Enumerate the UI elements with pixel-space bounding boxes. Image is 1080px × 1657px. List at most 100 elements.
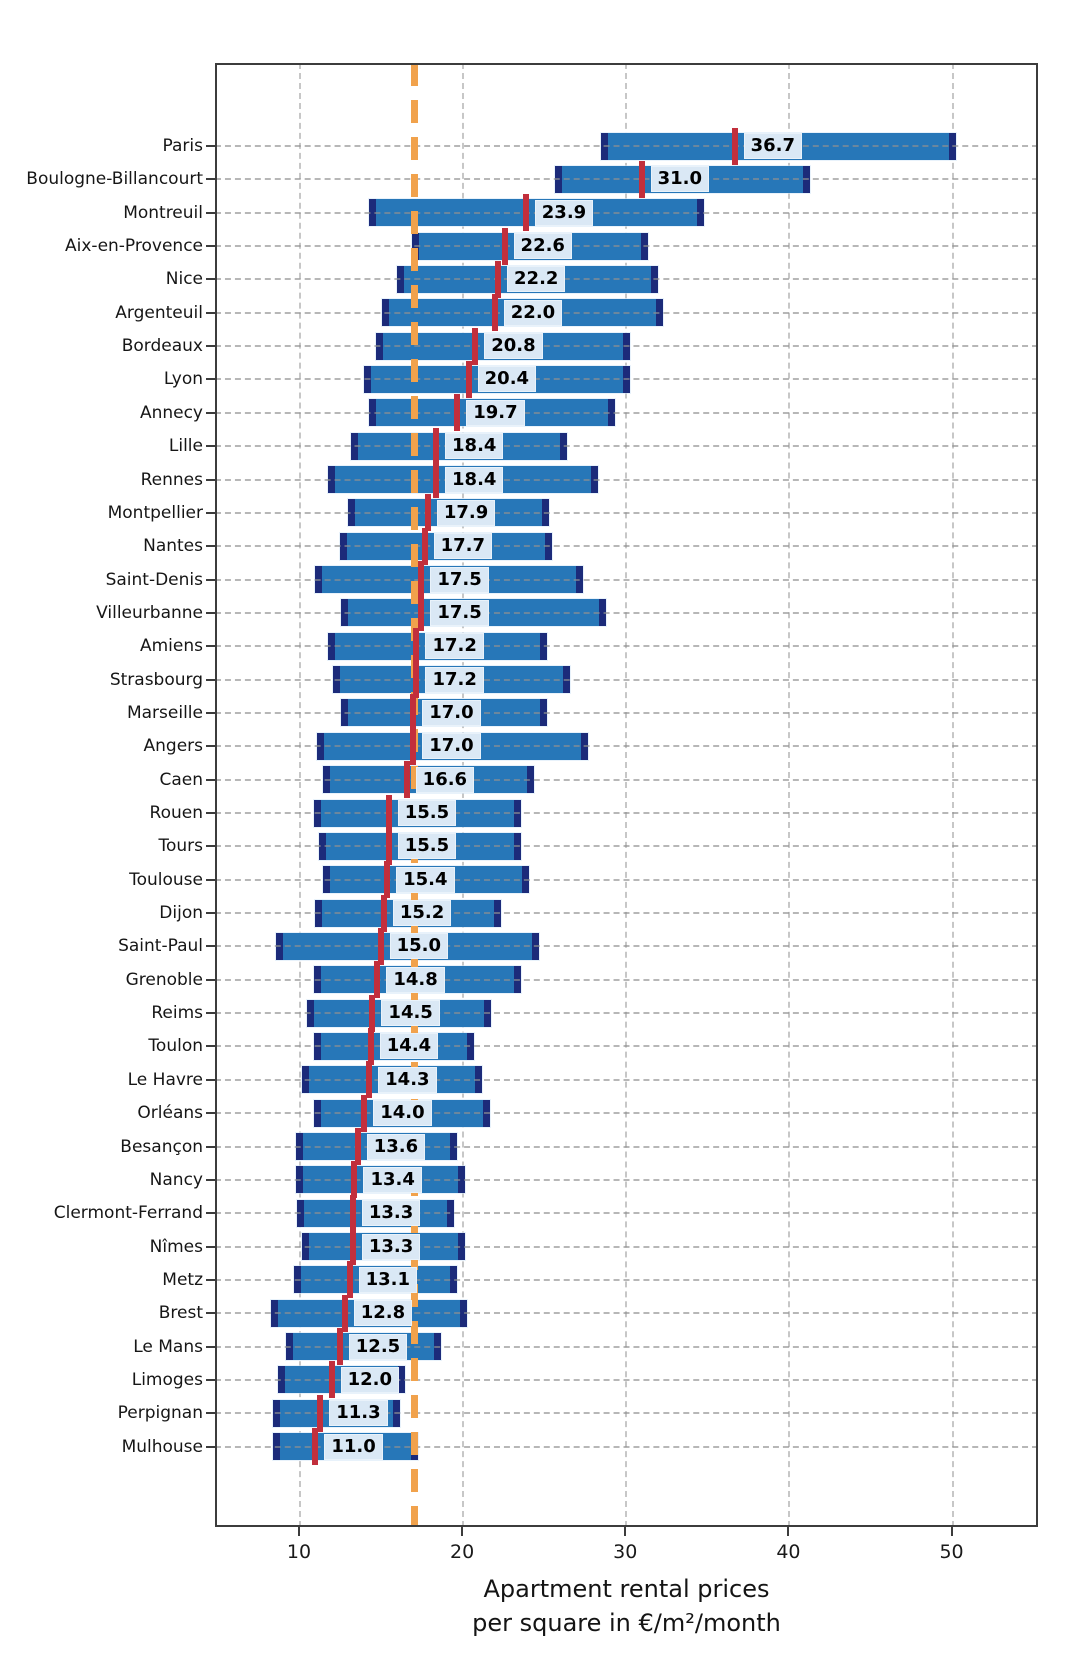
x-axis-tick bbox=[787, 1527, 790, 1536]
y-axis-label: Toulouse bbox=[129, 869, 203, 890]
median-value-label: 14.4 bbox=[379, 1033, 439, 1060]
y-axis-tick bbox=[206, 511, 215, 514]
y-axis-label: Strasbourg bbox=[109, 669, 203, 690]
y-axis-label: Aix-en-Provence bbox=[65, 236, 203, 257]
y-axis-label: Nice bbox=[165, 269, 203, 290]
y-axis-label: Caen bbox=[159, 769, 203, 790]
median-tick bbox=[410, 727, 417, 765]
y-axis-tick bbox=[206, 278, 215, 281]
y-axis-tick bbox=[206, 878, 215, 881]
y-axis-label: Angers bbox=[143, 736, 204, 757]
median-tick bbox=[385, 794, 392, 832]
median-tick bbox=[418, 561, 425, 599]
x-axis-tick-label: 50 bbox=[939, 1541, 964, 1563]
row-gridline bbox=[215, 978, 1038, 981]
median-value-label: 17.5 bbox=[430, 599, 489, 626]
median-value-label: 12.8 bbox=[353, 1300, 413, 1327]
y-axis-tick bbox=[206, 611, 215, 614]
row-gridline bbox=[215, 645, 1038, 648]
x-axis-tick bbox=[298, 1527, 300, 1536]
y-axis-tick bbox=[206, 711, 215, 714]
y-axis-tick bbox=[206, 645, 215, 648]
median-tick bbox=[465, 360, 472, 398]
y-axis-label: Grenoble bbox=[125, 969, 203, 990]
y-axis-tick bbox=[206, 678, 215, 681]
y-axis-label: Tours bbox=[158, 836, 203, 857]
median-tick bbox=[418, 594, 425, 632]
median-tick bbox=[349, 1228, 356, 1266]
median-tick bbox=[491, 294, 498, 332]
row-gridline bbox=[215, 1345, 1038, 1348]
median-tick bbox=[336, 1328, 343, 1366]
y-axis-tick bbox=[206, 1112, 215, 1115]
median-value-label: 16.6 bbox=[415, 766, 475, 793]
median-tick bbox=[413, 627, 420, 665]
y-axis-label: Saint-Paul bbox=[118, 936, 203, 957]
row-gridline bbox=[215, 812, 1038, 814]
y-axis-tick bbox=[206, 445, 215, 448]
y-axis-tick bbox=[206, 945, 215, 948]
row-gridline bbox=[215, 611, 1038, 614]
median-tick bbox=[454, 394, 461, 432]
row-gridline bbox=[215, 912, 1038, 915]
row-gridline bbox=[215, 711, 1038, 714]
y-axis-label: Mulhouse bbox=[121, 1436, 203, 1457]
median-tick bbox=[366, 1061, 373, 1099]
median-tick bbox=[328, 1361, 335, 1399]
row-gridline bbox=[215, 1212, 1038, 1215]
median-value-label: 17.2 bbox=[425, 633, 484, 660]
row-gridline bbox=[215, 1178, 1038, 1181]
median-value-label: 13.1 bbox=[358, 1266, 417, 1293]
row-gridline bbox=[215, 511, 1038, 514]
row-gridline bbox=[215, 845, 1038, 848]
y-axis-tick bbox=[206, 1145, 215, 1148]
row-gridline bbox=[215, 578, 1038, 581]
y-axis-label: Dijon bbox=[159, 903, 203, 924]
x-axis-tick-label: 10 bbox=[286, 1541, 312, 1563]
median-tick bbox=[638, 160, 645, 198]
x-axis-tick-label: 20 bbox=[450, 1541, 475, 1563]
median-tick bbox=[367, 1027, 374, 1065]
y-axis-label: Nantes bbox=[143, 536, 203, 557]
row-gridline bbox=[215, 1078, 1038, 1081]
y-axis-tick bbox=[206, 578, 215, 581]
median-value-label: 36.7 bbox=[743, 133, 802, 159]
median-tick bbox=[341, 1294, 348, 1332]
median-value-label: 15.2 bbox=[392, 900, 452, 927]
median-tick bbox=[501, 227, 508, 265]
median-tick bbox=[413, 661, 420, 699]
y-axis-label: Toulon bbox=[148, 1036, 203, 1057]
median-tick bbox=[351, 1161, 358, 1199]
y-axis-label: Rennes bbox=[140, 469, 203, 490]
median-value-label: 20.4 bbox=[477, 366, 537, 393]
median-tick bbox=[403, 761, 410, 799]
y-axis-label: Rouen bbox=[149, 803, 203, 823]
y-axis-tick bbox=[206, 1078, 215, 1081]
y-axis-label: Le Havre bbox=[127, 1069, 203, 1090]
y-axis-label: Limoges bbox=[131, 1369, 203, 1390]
y-axis-label: Montreuil bbox=[123, 202, 203, 223]
row-gridline bbox=[215, 411, 1038, 414]
y-axis-tick bbox=[206, 1212, 215, 1215]
median-value-label: 18.4 bbox=[445, 433, 504, 460]
median-value-label: 13.4 bbox=[363, 1166, 422, 1193]
row-gridline bbox=[215, 1278, 1038, 1281]
y-axis-tick bbox=[206, 1312, 215, 1315]
axis-title-line1: Apartment rental prices bbox=[483, 1575, 770, 1603]
y-axis-label: Saint-Denis bbox=[105, 569, 203, 590]
y-axis-label: Amiens bbox=[139, 636, 203, 657]
y-axis-tick bbox=[206, 545, 215, 548]
row-gridline bbox=[215, 145, 1038, 147]
row-gridline bbox=[215, 1412, 1038, 1415]
median-value-label: 17.9 bbox=[436, 499, 496, 526]
median-tick bbox=[472, 327, 479, 365]
median-value-label: 17.0 bbox=[422, 733, 481, 760]
x-axis-tick bbox=[950, 1527, 953, 1536]
median-value-label: 13.3 bbox=[361, 1233, 421, 1260]
y-axis-label: Lille bbox=[168, 436, 203, 457]
x-gridline bbox=[951, 63, 954, 1527]
row-gridline bbox=[215, 1445, 1038, 1448]
y-axis-label: Besançon bbox=[120, 1136, 203, 1157]
x-axis-tick bbox=[461, 1527, 464, 1536]
median-tick bbox=[522, 194, 529, 232]
